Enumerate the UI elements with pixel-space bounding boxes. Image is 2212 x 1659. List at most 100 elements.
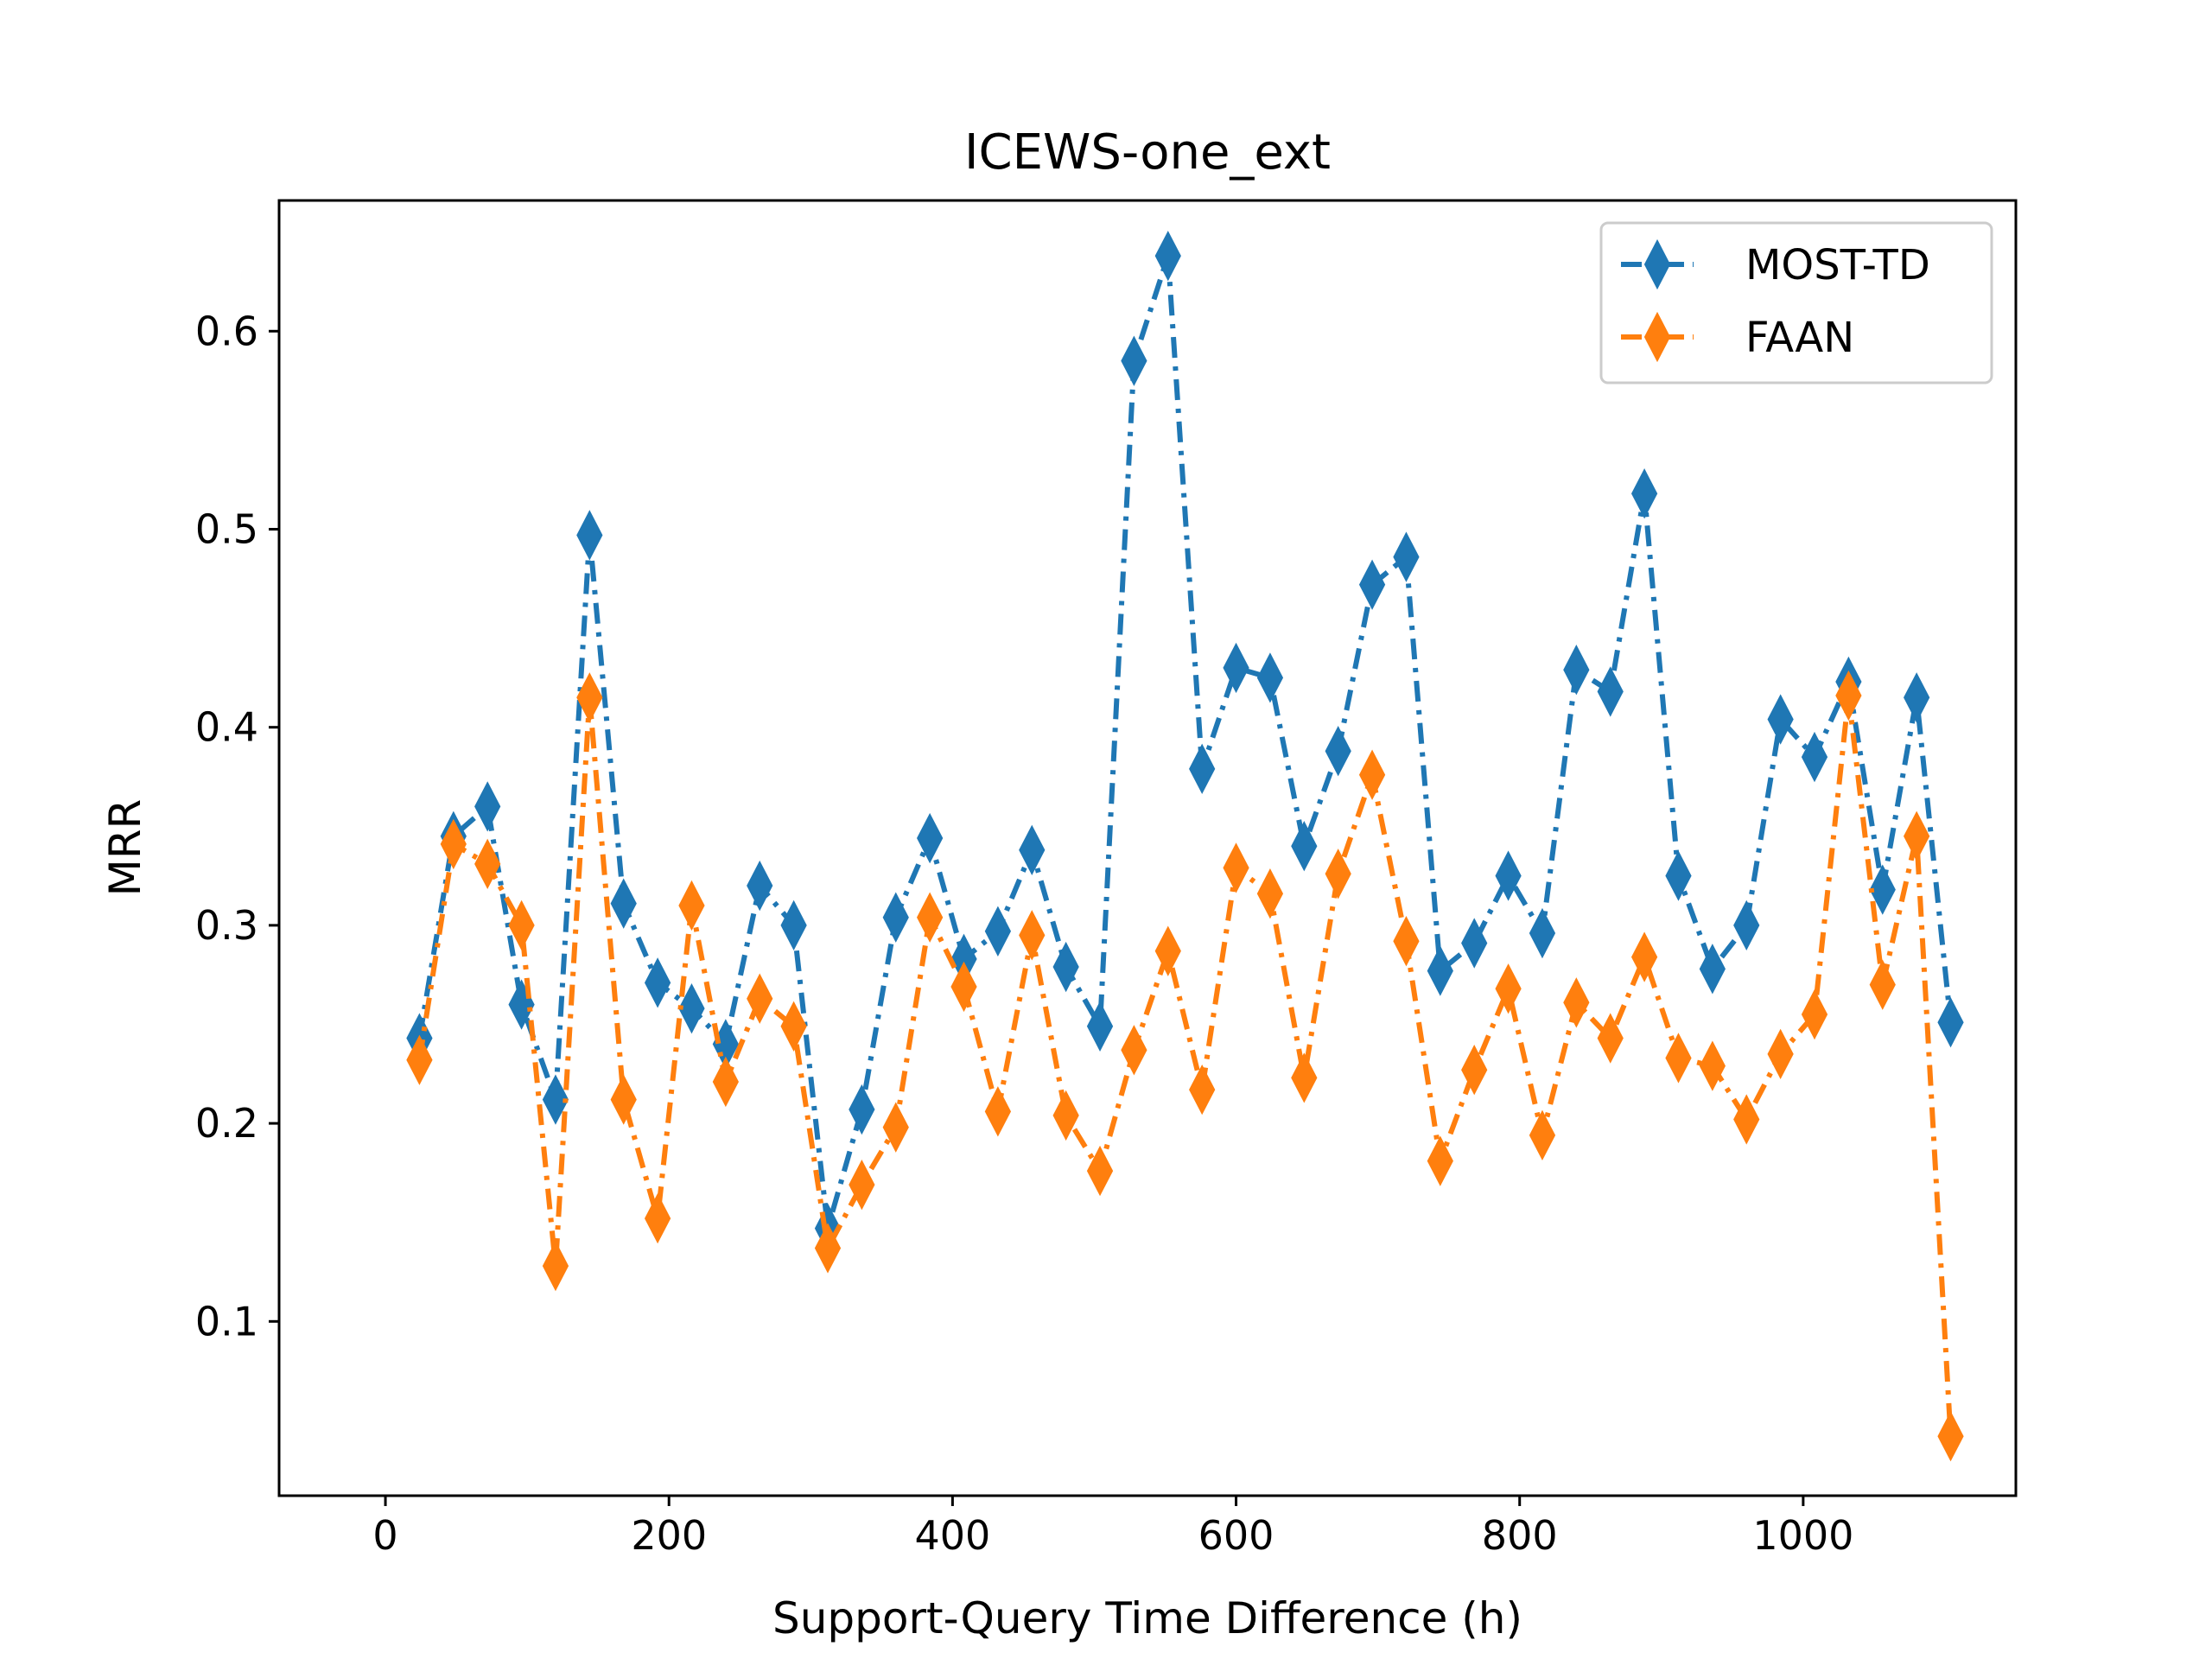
data-point-faan — [542, 1240, 569, 1292]
data-point-most-td — [1291, 821, 1318, 872]
series-faan — [406, 670, 1964, 1462]
legend-entry-faan: FAAN — [1621, 311, 1854, 363]
data-point-faan — [474, 838, 501, 890]
data-point-faan — [814, 1223, 842, 1274]
data-point-faan — [1869, 959, 1896, 1010]
data-point-faan — [1121, 1025, 1147, 1076]
data-point-most-td — [1597, 666, 1624, 717]
data-point-most-td — [1937, 997, 1964, 1048]
data-point-most-td — [1154, 231, 1181, 282]
data-point-faan — [1937, 1411, 1964, 1462]
data-point-faan — [508, 899, 535, 951]
data-point-faan — [1904, 810, 1930, 861]
data-point-most-td — [1358, 559, 1386, 610]
data-point-faan — [712, 1056, 739, 1108]
data-point-most-td — [1904, 672, 1930, 723]
x-tick-label: 200 — [631, 1512, 707, 1559]
data-point-most-td — [882, 892, 909, 943]
data-point-faan — [882, 1102, 909, 1153]
data-point-most-td — [1801, 731, 1828, 783]
data-point-faan — [1189, 1064, 1216, 1116]
chart-title: ICEWS-one_ext — [964, 124, 1331, 181]
data-point-faan — [1665, 1033, 1692, 1084]
data-point-most-td — [1767, 694, 1794, 745]
y-tick-label: 0.6 — [195, 308, 258, 354]
x-axis-label: Support-Query Time Difference (h) — [772, 1593, 1522, 1643]
data-point-most-td — [1325, 726, 1351, 777]
data-point-faan — [1495, 963, 1522, 1014]
data-point-faan — [1325, 849, 1351, 899]
legend-entry-most-td: MOST-TD — [1621, 238, 1930, 290]
data-point-faan — [1529, 1109, 1556, 1161]
data-point-faan — [984, 1086, 1012, 1137]
y-axis-label: MRR — [100, 799, 150, 897]
x-tick-label: 400 — [914, 1512, 990, 1559]
data-point-faan — [1699, 1040, 1726, 1091]
data-point-most-td — [1665, 850, 1692, 901]
data-point-faan — [1393, 916, 1420, 967]
legend-box — [1599, 221, 1993, 385]
data-point-most-td — [1495, 850, 1522, 901]
x-tick-label: 800 — [1482, 1512, 1558, 1559]
series-line-most-td — [416, 253, 1954, 1231]
legend-marker-most-td — [1643, 238, 1671, 290]
data-point-faan — [678, 880, 705, 931]
data-point-most-td — [1189, 743, 1216, 794]
data-point-most-td — [1223, 642, 1249, 694]
legend-label-faan: FAAN — [1745, 314, 1854, 362]
data-point-faan — [1461, 1045, 1488, 1096]
data-point-most-td — [1733, 899, 1760, 951]
y-tick-label: 0.4 — [195, 704, 258, 751]
legend-label-most-td: MOST-TD — [1745, 241, 1930, 289]
data-point-most-td — [1256, 652, 1284, 703]
data-point-faan — [1086, 1145, 1114, 1197]
data-point-faan — [1256, 868, 1284, 919]
x-tick-label: 1000 — [1752, 1512, 1853, 1559]
data-point-most-td — [1019, 824, 1046, 875]
data-point-most-td — [1630, 468, 1658, 519]
data-point-faan — [406, 1034, 433, 1085]
data-point-faan — [1597, 1013, 1624, 1064]
data-point-most-td — [917, 812, 944, 864]
data-point-faan — [1427, 1135, 1453, 1186]
data-point-most-td — [1869, 864, 1896, 915]
data-point-faan — [1835, 670, 1862, 721]
data-point-most-td — [644, 957, 671, 1008]
data-point-faan — [1630, 931, 1658, 982]
data-point-most-td — [984, 906, 1012, 957]
data-point-most-td — [678, 982, 705, 1034]
data-point-most-td — [780, 899, 807, 951]
data-point-most-td — [542, 1074, 569, 1125]
data-point-faan — [644, 1192, 671, 1244]
data-point-most-td — [1086, 1001, 1114, 1052]
data-point-most-td — [610, 878, 637, 929]
x-tick-label: 600 — [1198, 1512, 1274, 1559]
data-point-most-td — [849, 1084, 875, 1135]
data-point-faan — [917, 892, 944, 943]
data-point-most-td — [1461, 918, 1488, 969]
data-point-most-td — [474, 781, 501, 832]
y-tick-label: 0.3 — [195, 902, 258, 949]
data-point-faan — [849, 1159, 875, 1211]
data-point-faan — [1358, 749, 1386, 800]
data-point-most-td — [576, 510, 603, 561]
data-point-faan — [1019, 910, 1046, 961]
legend-entries: MOST-TD FAAN — [1621, 238, 1930, 363]
data-point-faan — [1733, 1094, 1760, 1145]
data-point-faan — [747, 973, 773, 1024]
data-point-faan — [440, 818, 467, 870]
series-layer — [406, 231, 1964, 1462]
data-point-faan — [950, 961, 977, 1013]
y-tick-label: 0.5 — [195, 505, 258, 552]
data-point-faan — [1563, 977, 1590, 1028]
legend: MOST-TD FAAN — [1599, 221, 1993, 385]
series-line-faan — [416, 693, 1954, 1437]
data-point-faan — [1801, 988, 1828, 1040]
data-point-faan — [1291, 1052, 1318, 1103]
data-point-faan — [1767, 1028, 1794, 1080]
data-point-most-td — [1563, 645, 1590, 696]
data-point-most-td — [1052, 941, 1079, 993]
data-point-faan — [1052, 1090, 1079, 1141]
data-point-most-td — [1121, 335, 1147, 386]
